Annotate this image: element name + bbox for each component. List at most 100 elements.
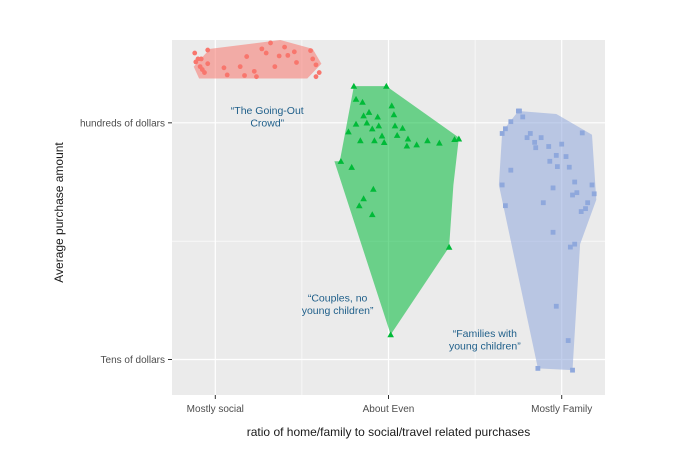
data-point-circle [221, 65, 227, 71]
data-point-circle [276, 53, 282, 59]
data-point-circle [205, 61, 211, 67]
data-point-triangle [403, 142, 411, 149]
data-point-triangle [360, 195, 367, 202]
data-point-square [572, 179, 578, 185]
data-point-circle [205, 47, 211, 53]
data-point-triangle [375, 122, 383, 129]
data-point-circle [198, 56, 204, 62]
data-point-triangle [413, 141, 420, 148]
data-point-square [540, 200, 546, 206]
data-point-circle [259, 46, 265, 52]
data-point-triangle [399, 124, 406, 131]
cluster-label-line: young children” [449, 341, 521, 353]
cluster-label-line: Crowd” [250, 117, 284, 129]
data-point-square [559, 141, 565, 147]
data-point-square [538, 135, 544, 141]
data-point-triangle [374, 113, 381, 120]
data-point-square [535, 365, 541, 371]
data-point-square [572, 241, 578, 247]
data-point-triangle [365, 108, 373, 115]
cluster-label-0: “The Going-Out Crowd” [231, 105, 304, 130]
y-tick-label: Tens of dollars [101, 355, 165, 366]
y-axis-title: Average purchase amount [52, 142, 66, 283]
data-point-triangle [391, 122, 399, 129]
data-point-circle [193, 59, 199, 65]
x-tick-label: Mostly Family [531, 404, 592, 415]
cluster-label-line: young children” [302, 305, 374, 317]
data-point-triangle [424, 137, 431, 144]
data-point-square [527, 131, 533, 136]
data-point-square [563, 154, 569, 159]
data-point-triangle [380, 139, 388, 145]
data-point-triangle [387, 331, 394, 338]
data-point-square [554, 164, 560, 170]
data-point-circle [254, 74, 259, 80]
data-point-square [550, 185, 556, 191]
data-point-triangle [337, 157, 345, 164]
data-point-triangle [355, 202, 363, 209]
data-point-circle [237, 64, 243, 70]
data-point-triangle [350, 82, 358, 89]
data-point-triangle [388, 102, 396, 109]
cluster-hull-1 [334, 86, 459, 335]
cluster-label-1: “Couples, no young children” [302, 293, 374, 318]
data-point-triangle [360, 112, 367, 119]
data-point-square [547, 158, 553, 164]
data-point-square [578, 209, 584, 214]
data-point-triangle [359, 98, 366, 105]
data-point-square [503, 126, 508, 132]
data-point-triangle [436, 139, 443, 146]
data-point-square [574, 190, 580, 196]
data-point-square [567, 244, 573, 250]
data-point-circle [251, 68, 257, 74]
data-point-circle [202, 70, 207, 75]
cluster-label-line: “The Going-Out [231, 105, 304, 117]
data-point-square [503, 203, 508, 209]
data-point-triangle [345, 128, 352, 135]
data-point-triangle [455, 135, 463, 142]
data-point-square [570, 367, 575, 373]
data-point-square [508, 119, 514, 125]
data-point-circle [310, 56, 316, 62]
data-point-square [585, 200, 591, 206]
data-point-circle [285, 52, 291, 58]
data-point-triangle [370, 185, 377, 192]
cluster-hulls [193, 40, 597, 371]
data-point-triangle [352, 120, 360, 127]
data-point-square [553, 303, 559, 309]
data-point-triangle [368, 125, 376, 132]
data-point-circle [224, 72, 230, 78]
cluster-label-2: “Families with young children” [449, 328, 521, 353]
data-point-square [508, 167, 514, 173]
data-point-triangle [393, 131, 401, 138]
data-point-square [589, 182, 595, 188]
data-point-triangle [371, 137, 378, 144]
cluster-hull-2 [498, 111, 597, 371]
data-point-square [566, 164, 572, 170]
data-point-circle [316, 70, 322, 75]
data-point-square [570, 192, 575, 198]
data-point-triangle [352, 95, 360, 102]
data-point-square [550, 229, 556, 235]
data-point-square [533, 145, 539, 151]
data-point-square [579, 130, 585, 136]
x-tick-label: About Even [363, 404, 415, 415]
data-point-circle [263, 50, 269, 56]
x-axis-title: ratio of home/family to social/travel re… [247, 425, 530, 439]
data-point-square [591, 191, 597, 197]
data-point-square [524, 135, 530, 141]
data-point-circle [294, 60, 299, 65]
axes: Mostly social About Even Mostly Family Tens… [80, 118, 592, 415]
data-point-circle [313, 62, 319, 68]
data-point-triangle [383, 82, 390, 89]
data-point-circle [268, 40, 273, 46]
data-point-square [499, 182, 505, 188]
data-point-square [565, 338, 571, 343]
data-point-circle [272, 64, 278, 70]
x-tick-label: Mostly social [187, 404, 244, 415]
cluster-label-line: “Families with [453, 328, 517, 340]
data-point-square [553, 152, 559, 158]
data-point-triangle [357, 137, 364, 144]
cluster-label-line: “Couples, no [308, 293, 368, 305]
